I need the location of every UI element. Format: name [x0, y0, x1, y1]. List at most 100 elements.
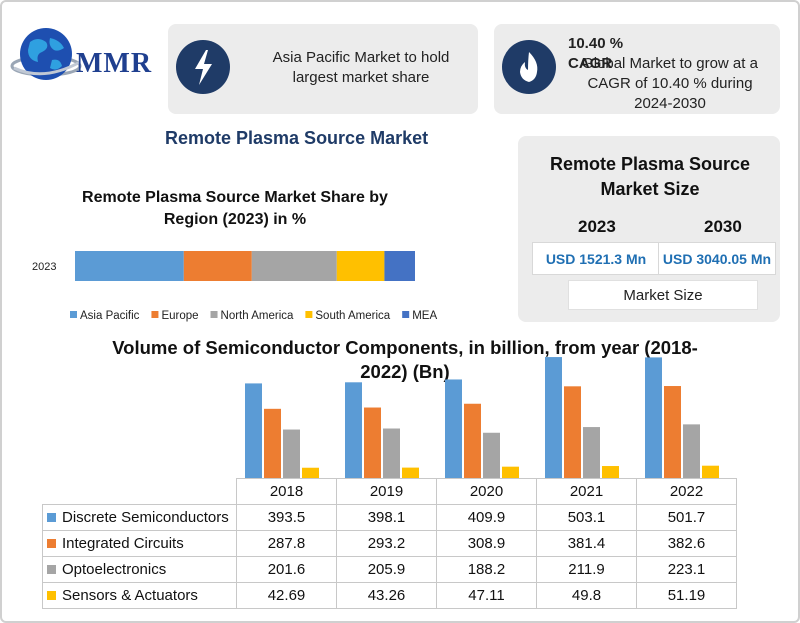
volume-bar: [502, 466, 519, 478]
share-bar-segment: [183, 251, 252, 281]
volume-bar: [602, 466, 619, 478]
share-bar-segment: [251, 251, 337, 281]
volume-bar: [664, 386, 681, 478]
table-cell: 43.26: [336, 582, 437, 609]
year-2030-label: 2030: [704, 217, 742, 236]
volume-bar: [702, 465, 719, 478]
series-name-cell: Discrete Semiconductors: [42, 504, 237, 531]
table-row: Discrete Semiconductors 393.5 398.1 409.…: [42, 504, 737, 531]
volume-bar: [464, 403, 481, 478]
volume-chart-title: Volume of Semiconductor Components, in b…: [112, 337, 698, 382]
table-cell: 223.1: [636, 556, 737, 583]
market-value-2030: USD 3040.05 Mn: [658, 242, 776, 275]
volume-chart: [245, 357, 719, 478]
market-size-title: Remote Plasma Source Market Size: [549, 154, 751, 199]
series-name: Sensors & Actuators: [62, 587, 198, 604]
table-cell: 49.8: [536, 582, 637, 609]
highlight-card-cagr: 10.40 % CAGR Global Market to grow at a …: [494, 24, 780, 114]
market-value-2023: USD 1521.3 Mn: [532, 242, 660, 275]
share-chart: 2023 Asia Pacific Europe North America South…: [32, 251, 437, 322]
logo-text: MMR: [76, 48, 153, 79]
legend-label: North America: [221, 310, 294, 322]
series-name: Optoelectronics: [62, 561, 167, 578]
flame-icon: [502, 40, 556, 94]
table-cell: 287.8: [236, 530, 337, 557]
volume-bar: [245, 383, 262, 478]
legend-swatch: [70, 311, 77, 318]
table-header-cell: 2019: [336, 478, 437, 505]
legend-swatch: [402, 311, 410, 318]
report-title: Remote Plasma Source Market: [165, 128, 429, 148]
table-cell: 47.11: [436, 582, 537, 609]
legend-label: Asia Pacific: [80, 310, 140, 322]
volume-bar: [302, 467, 319, 478]
table-header-row: 2018 2019 2020 2021 2022: [43, 478, 737, 505]
share-bar-segment: [75, 251, 184, 281]
legend-swatch: [210, 311, 218, 318]
volume-data-table: 2018 2019 2020 2021 2022 Discrete Semico…: [42, 478, 737, 609]
cagr-text: Global Market to grow at a CAGR of 10.40…: [582, 55, 758, 112]
share-category-label: 2023: [32, 261, 56, 273]
series-name-cell: Sensors & Actuators: [42, 582, 237, 609]
volume-bar: [683, 424, 700, 478]
volume-bar: [545, 357, 562, 478]
table-cell: 293.2: [336, 530, 437, 557]
table-cell: 51.19: [636, 582, 737, 609]
legend-swatch: [47, 538, 56, 548]
table-row: Sensors & Actuators 42.69 43.26 47.11 49…: [42, 582, 737, 609]
share-chart-title: Remote Plasma Source Market Share by Reg…: [82, 189, 388, 228]
volume-bar: [402, 467, 419, 478]
lightning-icon: [176, 40, 230, 94]
volume-bar: [264, 408, 281, 478]
table-cell: 205.9: [336, 556, 437, 583]
volume-bar: [283, 429, 300, 478]
legend-swatch: [47, 564, 56, 574]
legend-swatch: [47, 590, 56, 600]
table-cell: 393.5: [236, 504, 337, 531]
highlight-card-region: Asia Pacific Market to hold largest mark…: [168, 24, 478, 114]
table-cell: 381.4: [536, 530, 637, 557]
volume-bar: [564, 386, 581, 478]
legend-label: Europe: [161, 310, 198, 322]
table-row: Integrated Circuits 287.8 293.2 308.9 38…: [42, 530, 737, 557]
table-row: Optoelectronics 201.6 205.9 188.2 211.9 …: [42, 556, 737, 583]
volume-bar: [645, 357, 662, 478]
volume-bar: [383, 428, 400, 478]
table-corner: [43, 479, 237, 505]
table-header-cell: 2018: [236, 478, 337, 505]
table-cell: 201.6: [236, 556, 337, 583]
volume-bar: [364, 407, 381, 478]
legend-swatch: [47, 512, 56, 522]
highlight-region-text: Asia Pacific Market to hold largest mark…: [272, 49, 450, 86]
volume-bar: [445, 379, 462, 478]
volume-bar: [483, 432, 500, 478]
volume-bar: [583, 427, 600, 478]
globe-icon: [10, 28, 82, 80]
table-cell: 503.1: [536, 504, 637, 531]
mmr-logo: [10, 20, 160, 90]
share-bar-segment: [384, 251, 415, 281]
table-cell: 501.7: [636, 504, 737, 531]
legend-swatch: [305, 311, 313, 318]
table-cell: 188.2: [436, 556, 537, 583]
series-name-cell: Optoelectronics: [42, 556, 237, 583]
table-cell: 211.9: [536, 556, 637, 583]
table-cell: 398.1: [336, 504, 437, 531]
legend-label: MEA: [412, 310, 437, 322]
table-header-cell: 2020: [436, 478, 537, 505]
series-name: Discrete Semiconductors: [62, 509, 229, 526]
year-2023-label: 2023: [578, 217, 616, 236]
cagr-title: 10.40 % CAGR: [568, 35, 624, 72]
table-cell: 42.69: [236, 582, 337, 609]
table-cell: 409.9: [436, 504, 537, 531]
series-name: Integrated Circuits: [62, 535, 184, 552]
legend-label: South America: [315, 310, 390, 322]
table-header-cell: 2022: [636, 478, 737, 505]
market-size-caption: Market Size: [568, 280, 758, 310]
legend-swatch: [151, 311, 159, 318]
share-bar-segment: [336, 251, 385, 281]
table-header-cell: 2021: [536, 478, 637, 505]
table-cell: 382.6: [636, 530, 737, 557]
series-name-cell: Integrated Circuits: [42, 530, 237, 557]
